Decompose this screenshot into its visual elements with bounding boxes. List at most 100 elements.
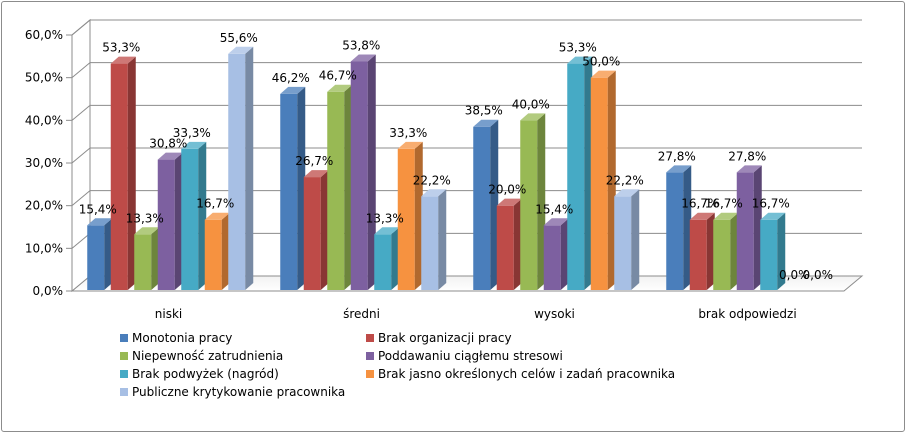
legend-swatch [120, 352, 128, 360]
bar-front [666, 172, 684, 290]
bar-side [320, 170, 329, 290]
data-label: 30,8% [149, 137, 187, 151]
y-tick-label: 40,0% [25, 113, 63, 127]
bar-top [397, 141, 423, 149]
bar-side [683, 165, 692, 290]
data-label: 55,6% [220, 31, 258, 45]
bar-front [157, 159, 175, 290]
bar-front [736, 172, 754, 290]
legend-swatch [366, 334, 374, 342]
bar-side [297, 86, 306, 290]
bar-front [421, 196, 439, 290]
bar-front [87, 225, 105, 290]
bar-side [537, 113, 546, 290]
data-label: 15,4% [535, 202, 573, 216]
data-label: 20,0% [488, 183, 526, 197]
bar-side [607, 70, 616, 291]
x-category-label: średni [343, 307, 380, 321]
data-label: 46,7% [319, 69, 357, 83]
y-tick-label: 60,0% [25, 28, 63, 42]
bar-side [198, 141, 207, 290]
bar-top [87, 218, 113, 226]
gridline-diagonal [71, 232, 91, 249]
data-label: 27,8% [658, 149, 696, 163]
bar-front [350, 61, 368, 290]
bar-top [110, 56, 136, 64]
data-label: 26,7% [295, 154, 333, 168]
data-label: 40,0% [512, 97, 550, 111]
legend-swatch [120, 334, 128, 342]
bar-front [520, 120, 538, 290]
legend-entry: Poddawaniu ciągłemu stresowi [378, 349, 563, 363]
bar-side [127, 56, 136, 290]
bar-top [496, 198, 522, 206]
legend-swatch [366, 352, 374, 360]
bar-side [490, 119, 499, 290]
bar-side [631, 189, 640, 290]
bar-front [134, 234, 152, 290]
bar-top [520, 113, 546, 121]
bar-top [134, 227, 160, 235]
bar-top [280, 86, 306, 94]
bar-top [181, 141, 207, 149]
bar-front [327, 91, 345, 290]
y-axis: 0,0% 10,0% 20,0% 30,0% 40,0% 50,0% 60,0% [25, 28, 73, 298]
bars [87, 46, 786, 291]
bar-top [567, 56, 593, 64]
data-label: 16,7% [196, 197, 234, 211]
bar-top [760, 212, 786, 220]
y-tick-label: 0,0% [33, 284, 64, 298]
bar-front [590, 77, 608, 291]
bar-top [228, 46, 254, 54]
bar-front [204, 219, 222, 290]
data-label: 50,0% [582, 55, 620, 69]
x-axis: niski średni wysoki brak odpowiedzi [155, 307, 797, 321]
data-labels: 15,4%53,3%13,3%30,8%33,3%16,7%55,6%46,2%… [79, 31, 833, 282]
gridline-diagonal [71, 104, 91, 121]
data-label: 16,7% [705, 197, 743, 211]
bar-front [496, 205, 514, 290]
data-label: 53,3% [559, 41, 597, 55]
bar-top [350, 54, 376, 62]
bar-front [374, 234, 392, 290]
bar-top [303, 170, 329, 178]
bar-front [473, 126, 491, 290]
bar-top [614, 189, 640, 197]
bar-side [706, 212, 715, 290]
bar-side [344, 84, 353, 290]
bar-front [543, 225, 561, 290]
bar-side [753, 165, 762, 290]
y-tick-label: 30,0% [25, 156, 63, 170]
bar-side [221, 212, 230, 290]
legend-entry: Monotonia pracy [132, 331, 232, 345]
bar-side [245, 46, 254, 291]
bar-top [327, 84, 353, 92]
bar-side [104, 218, 113, 290]
bar-front [713, 219, 731, 290]
data-label: 15,4% [79, 202, 117, 216]
gridline-diagonal [71, 147, 91, 164]
bar-top [736, 165, 762, 173]
y-tick-label: 20,0% [25, 199, 63, 213]
bar-front [760, 219, 778, 290]
legend-swatch [366, 370, 374, 378]
x-category-label: niski [155, 307, 182, 321]
bar-side [730, 212, 739, 290]
bar-front [614, 196, 632, 290]
bar-top [157, 152, 183, 160]
gridline-diagonal [71, 190, 91, 207]
data-label: 53,8% [342, 38, 380, 52]
bar-side [414, 141, 423, 290]
data-label: 13,3% [366, 211, 404, 225]
data-label: 0,0% [803, 268, 834, 282]
bar-side [513, 198, 522, 290]
bar-side [438, 189, 447, 290]
bar-front [397, 148, 415, 290]
bar-front [567, 63, 585, 290]
data-label: 0,0% [779, 268, 810, 282]
bar-top [204, 212, 230, 220]
bar-top [374, 227, 400, 235]
bar-side [391, 227, 400, 290]
bar-top [473, 119, 499, 127]
bar-top [689, 212, 715, 220]
